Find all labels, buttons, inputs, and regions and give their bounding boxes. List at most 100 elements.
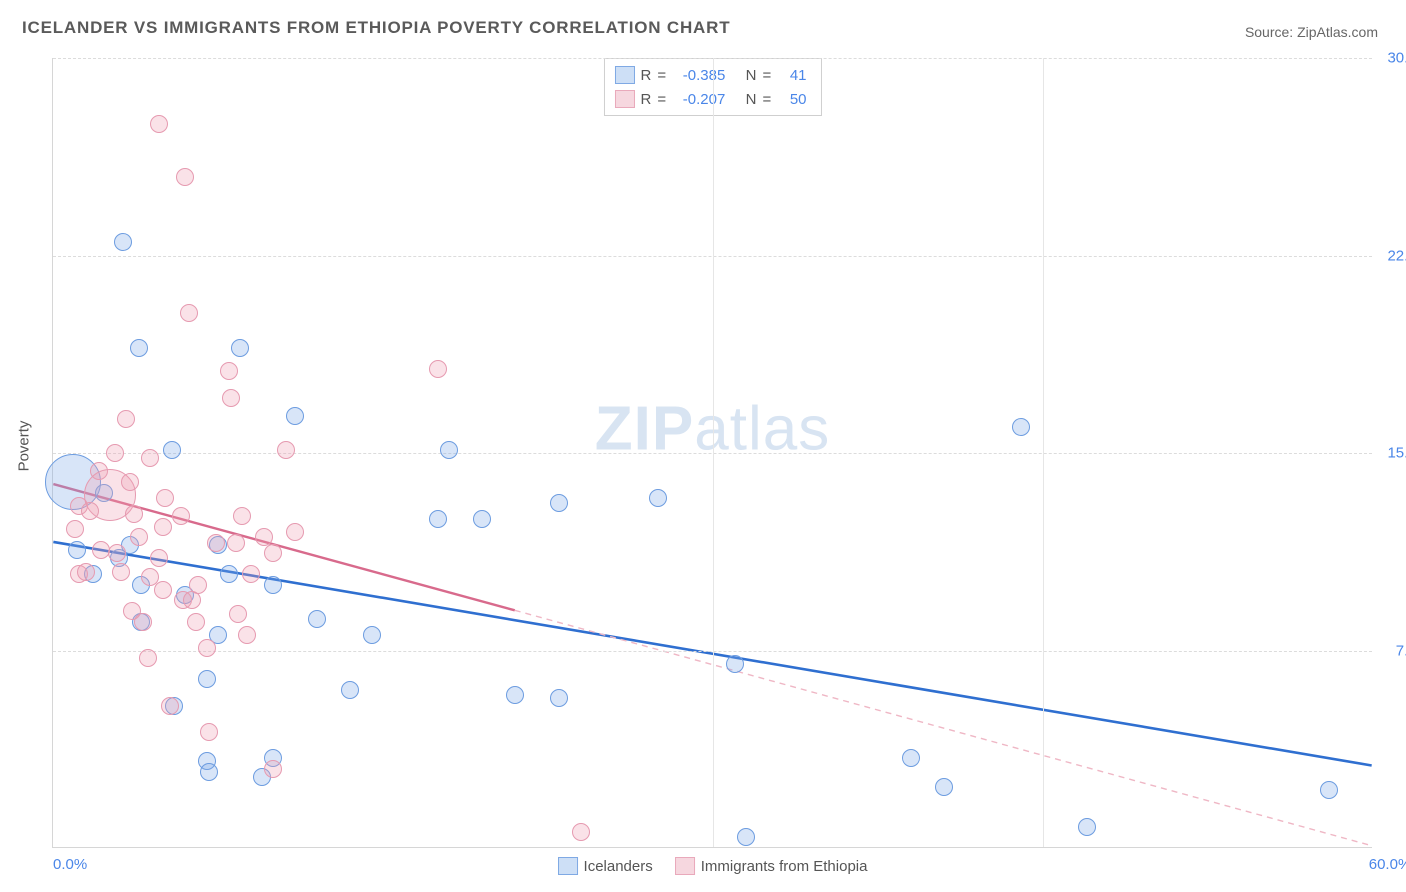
data-point [114,233,132,251]
data-point [935,778,953,796]
stat-N-label: N [746,91,757,108]
data-point [150,549,168,567]
data-point [163,441,181,459]
x-tick-label: 60.0% [1369,856,1406,873]
stats-row-series1: R = -0.385 N = 41 [614,63,806,87]
legend-item-ethiopia: Immigrants from Ethiopia [675,857,868,875]
data-point [180,304,198,322]
data-point [229,605,247,623]
stat-N-value-2: 50 [777,91,807,108]
y-tick-label: 30.0% [1378,50,1406,67]
data-point [429,510,447,528]
data-point [66,520,84,538]
data-point [550,689,568,707]
data-point [200,723,218,741]
data-point [176,168,194,186]
stat-R-value-2: -0.207 [671,91,725,108]
swatch-ethiopia-icon [614,90,634,108]
data-point [572,823,590,841]
data-point [1012,418,1030,436]
legend-label-1: Icelanders [584,858,653,875]
data-point [161,697,179,715]
data-point [506,686,524,704]
data-point [130,528,148,546]
data-point [220,362,238,380]
chart-title: ICELANDER VS IMMIGRANTS FROM ETHIOPIA PO… [22,18,730,38]
y-tick-label: 15.0% [1378,445,1406,462]
data-point [156,489,174,507]
data-point [154,581,172,599]
stat-N-value-1: 41 [777,67,807,84]
data-point [198,639,216,657]
data-point [108,544,126,562]
y-axis-label: Poverty [16,421,33,472]
data-point [1078,818,1096,836]
stats-row-series2: R = -0.207 N = 50 [614,87,806,111]
data-point [227,534,245,552]
data-point [77,563,95,581]
data-point [134,613,152,631]
data-point [139,649,157,667]
data-point [112,563,130,581]
legend-label-2: Immigrants from Ethiopia [701,858,868,875]
data-point [440,441,458,459]
x-tick-label: 0.0% [53,856,87,873]
data-point [81,502,99,520]
swatch-icelanders-icon [558,857,578,875]
data-point [130,339,148,357]
data-point [125,505,143,523]
data-point [220,565,238,583]
stat-N-label: N [746,67,757,84]
data-point [198,670,216,688]
data-point [902,749,920,767]
data-point [117,410,135,428]
data-point [106,444,124,462]
data-point [341,681,359,699]
data-point [150,115,168,133]
data-point [233,507,251,525]
data-point [183,591,201,609]
data-point [726,655,744,673]
data-point [286,523,304,541]
data-point [264,576,282,594]
eq-icon: = [763,67,771,84]
data-point [1320,781,1338,799]
data-point [264,544,282,562]
swatch-icelanders-icon [614,66,634,84]
eq-icon: = [657,67,665,84]
data-point [277,441,295,459]
source-link[interactable]: ZipAtlas.com [1297,24,1378,40]
data-point [286,407,304,425]
data-point [231,339,249,357]
data-point [550,494,568,512]
data-point [473,510,491,528]
y-tick-label: 7.5% [1378,642,1406,659]
source-credit: Source: ZipAtlas.com [1245,24,1378,40]
data-point [308,610,326,628]
y-tick-label: 22.5% [1378,247,1406,264]
data-point [242,565,260,583]
data-point [154,518,172,536]
stat-R-label: R [640,67,651,84]
data-point [737,828,755,846]
grid-v [1043,58,1044,847]
grid-v [713,58,714,847]
data-point [264,760,282,778]
eq-icon: = [763,91,771,108]
legend-item-icelanders: Icelanders [558,857,653,875]
data-point [187,613,205,631]
stat-R-value-1: -0.385 [671,67,725,84]
data-point [363,626,381,644]
stat-R-label: R [640,91,651,108]
scatter-plot-area: ZIPatlas R = -0.385 N = 41 R = -0.207 N … [52,58,1372,848]
legend-bottom: Icelanders Immigrants from Ethiopia [558,857,868,875]
data-point [207,534,225,552]
data-point [649,489,667,507]
data-point [200,763,218,781]
data-point [121,473,139,491]
data-point [429,360,447,378]
source-prefix: Source: [1245,24,1297,40]
swatch-ethiopia-icon [675,857,695,875]
eq-icon: = [657,91,665,108]
data-point [172,507,190,525]
